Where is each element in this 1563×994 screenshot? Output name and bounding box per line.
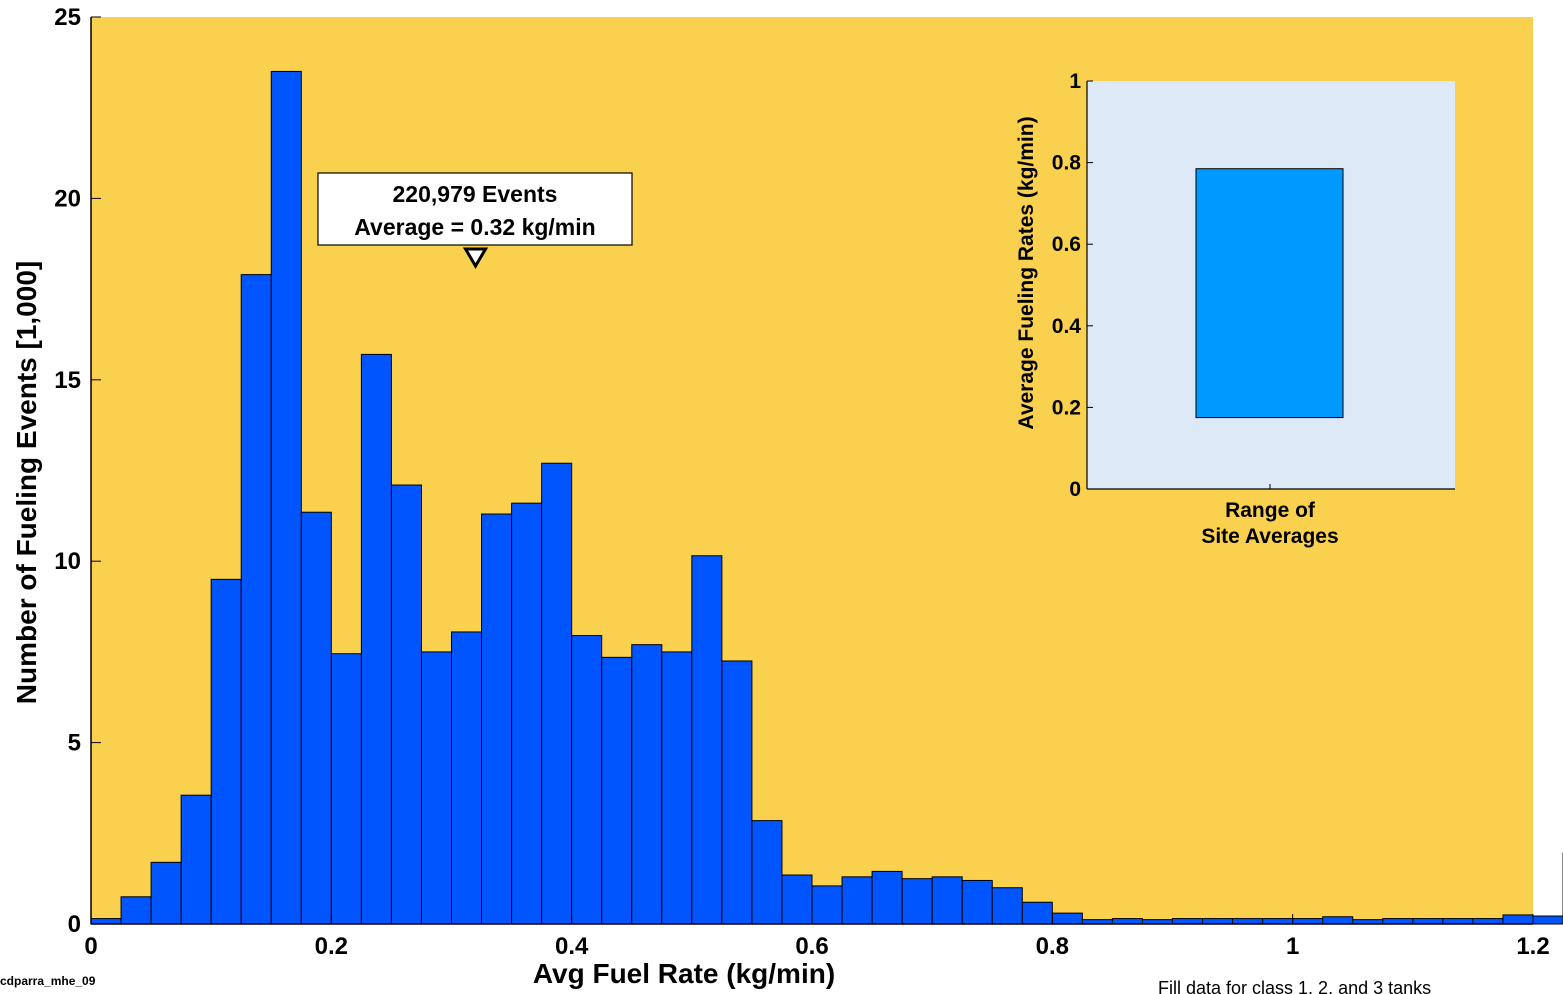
histogram-bar <box>1442 918 1474 925</box>
histogram-bar <box>330 653 362 925</box>
inset-y-tick-label: 1 <box>1069 70 1081 93</box>
x-tick-label: 0.6 <box>795 933 828 960</box>
histogram-bar <box>300 511 332 925</box>
histogram-bar <box>991 887 1023 925</box>
y-tick-label: 10 <box>54 548 81 575</box>
histogram-bar <box>661 651 693 925</box>
annotation-box <box>317 172 633 246</box>
histogram-bar <box>1232 918 1264 925</box>
inset-range-bar <box>1195 168 1344 419</box>
x-tick-label: 0.2 <box>315 933 348 960</box>
histogram-bar <box>451 631 483 925</box>
annotation-average-text: Average = 0.32 kg/min <box>354 214 595 240</box>
histogram-bar <box>1021 901 1053 925</box>
average-marker <box>462 247 489 269</box>
histogram-bar <box>360 353 392 925</box>
x-tick-label: 0.8 <box>1036 933 1069 960</box>
histogram-bar <box>541 462 573 925</box>
histogram-bar <box>631 644 663 925</box>
inset-y-tick-label: 0.4 <box>1052 315 1082 338</box>
histogram-bar <box>180 794 212 925</box>
histogram-bar <box>390 484 422 925</box>
histogram-bar <box>871 870 903 925</box>
histogram-bar <box>781 874 813 925</box>
footer-note: Fill data for class 1, 2, and 3 tanks <box>1158 978 1431 994</box>
x-axis-title: Avg Fuel Rate (kg/min) <box>533 958 835 989</box>
histogram-bar <box>1382 918 1414 925</box>
inset-range-plot: 0 0.2 0.4 0.6 0.8 1 Range of Site Averages Avera… <box>1015 70 1455 548</box>
histogram-bar <box>931 876 963 925</box>
inset-y-tick-label: 0.8 <box>1052 152 1082 175</box>
inset-x-label-line1: Range of <box>1225 499 1316 522</box>
histogram-bar <box>1472 918 1504 925</box>
histogram-bar <box>210 578 242 925</box>
x-tick-label: 1.2 <box>1516 933 1549 960</box>
inset-y-tick-label: 0 <box>1069 478 1081 501</box>
histogram-bar <box>511 502 543 925</box>
inset-y-tick-label: 0.6 <box>1052 233 1081 256</box>
histogram-bar <box>1262 918 1294 925</box>
histogram-bar <box>811 885 843 925</box>
footer-id-label: cdparra_mhe_09 <box>0 974 96 988</box>
histogram-bar <box>1172 918 1204 925</box>
x-tick-label: 0.4 <box>555 933 589 960</box>
histogram-bar <box>420 651 453 925</box>
y-tick-label: 5 <box>68 730 81 757</box>
histogram-bar <box>1532 915 1563 925</box>
histogram-bar <box>601 656 633 925</box>
histogram-bar <box>571 635 603 925</box>
histogram-bar <box>841 876 873 925</box>
histogram-bar <box>481 513 513 925</box>
inset-y-axis-title: Average Fueling Rates (kg/min) <box>1015 116 1038 429</box>
histogram-bar <box>961 879 993 925</box>
histogram-bar <box>240 274 272 925</box>
histogram-bar <box>751 820 783 925</box>
histogram-bar <box>1502 914 1534 925</box>
y-tick-label: 25 <box>54 4 81 31</box>
histogram-bar <box>1051 912 1083 925</box>
histogram-bar <box>1322 916 1354 925</box>
footer: cdparra_mhe_09 Fill data for class 1, 2,… <box>0 974 1431 994</box>
histogram-bar <box>1412 918 1444 925</box>
x-tick-label: 1 <box>1286 933 1299 960</box>
histogram-bar <box>270 70 302 925</box>
histogram-bar <box>901 878 933 925</box>
inset-x-label-line2: Site Averages <box>1201 525 1338 548</box>
histogram-bar <box>90 918 122 925</box>
y-axis-title: Number of Fueling Events [1,000] <box>11 261 42 704</box>
y-tick-label: 15 <box>54 367 81 394</box>
annotation-events-text: 220,979 Events <box>393 181 558 207</box>
y-tick-label: 0 <box>68 911 81 938</box>
histogram-bar <box>721 660 753 925</box>
histogram-bar <box>691 555 723 925</box>
x-tick-label: 0 <box>84 933 97 960</box>
histogram-bar <box>1111 918 1143 925</box>
y-tick-label: 20 <box>54 185 81 212</box>
histogram-bar <box>1202 918 1234 925</box>
histogram-bar <box>120 896 152 925</box>
histogram-bar <box>150 861 182 925</box>
inset-y-tick-label: 0.2 <box>1052 396 1081 419</box>
histogram-bar <box>1292 918 1324 925</box>
average-annotation: 220,979 Events Average = 0.32 kg/min <box>317 172 633 269</box>
